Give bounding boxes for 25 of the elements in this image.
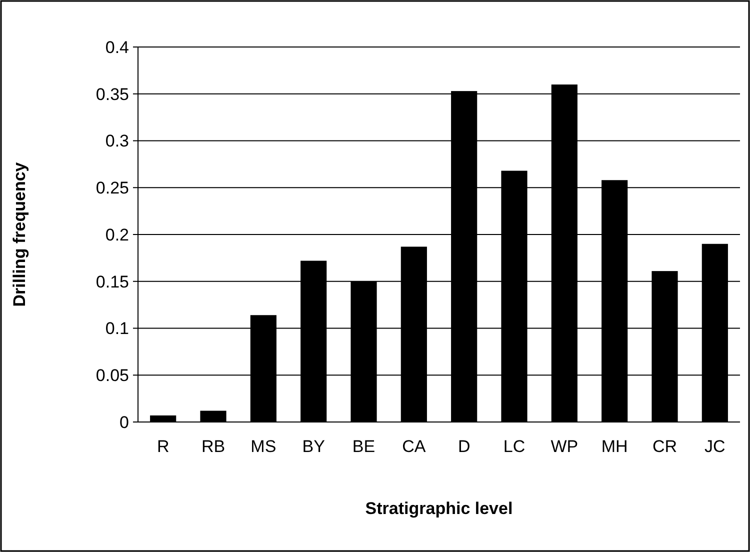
x-tick-label: MS <box>250 437 276 456</box>
y-tick-label: 0.35 <box>96 84 129 104</box>
y-tick-label: 0.15 <box>96 272 129 292</box>
x-tick-label: CA <box>402 437 426 456</box>
x-tick-label: MH <box>601 437 628 456</box>
x-tick-label: WP <box>550 437 578 456</box>
x-tick-label: BE <box>352 437 376 456</box>
x-axis-title: Stratigraphic level <box>365 499 513 518</box>
y-tick-label: 0.25 <box>96 178 129 198</box>
x-tick-label: RB <box>201 437 226 456</box>
x-tick-label: BY <box>302 437 325 456</box>
y-tick-label: 0.05 <box>96 366 129 386</box>
x-tick-label: CR <box>652 437 678 456</box>
y-axis-title: Drilling frequency <box>10 162 29 307</box>
y-tick-label: 0 <box>120 412 129 432</box>
bar <box>200 410 226 422</box>
x-tick-label: D <box>458 437 470 456</box>
x-tick-label: JC <box>704 437 726 456</box>
y-tick-label: 0.1 <box>105 319 129 338</box>
y-tick-label: 0.4 <box>105 38 129 57</box>
x-tick-label: LC <box>503 437 526 456</box>
y-tick-label: 0.2 <box>105 225 129 244</box>
y-tick-label: 0.3 <box>105 132 129 151</box>
bar <box>150 415 176 422</box>
x-tick-label: R <box>156 437 170 456</box>
